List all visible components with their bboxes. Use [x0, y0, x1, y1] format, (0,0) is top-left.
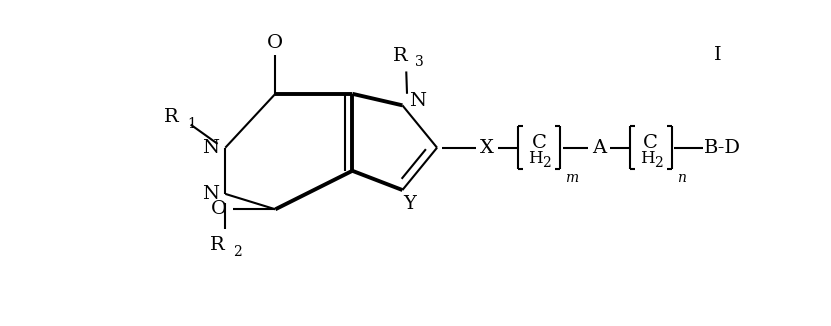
- Text: B-D: B-D: [704, 139, 740, 157]
- Text: C: C: [532, 134, 547, 152]
- Text: C: C: [643, 134, 658, 152]
- Text: N: N: [202, 139, 219, 157]
- Text: n: n: [676, 171, 686, 185]
- Text: 2: 2: [233, 244, 242, 259]
- Text: O: O: [211, 200, 227, 218]
- Text: A: A: [592, 139, 606, 157]
- Text: 2: 2: [543, 156, 551, 170]
- Text: N: N: [409, 93, 425, 111]
- Text: Y: Y: [404, 195, 416, 213]
- Text: N: N: [202, 185, 219, 203]
- Text: R: R: [210, 236, 225, 255]
- Text: 3: 3: [416, 55, 425, 69]
- Text: O: O: [268, 34, 283, 52]
- Text: 1: 1: [188, 117, 196, 131]
- Text: R: R: [165, 108, 179, 126]
- Text: H: H: [640, 150, 654, 167]
- Text: H: H: [528, 150, 543, 167]
- Text: m: m: [565, 171, 578, 185]
- Text: R: R: [393, 47, 407, 65]
- Text: I: I: [715, 46, 722, 64]
- Text: 2: 2: [654, 156, 663, 170]
- Text: X: X: [480, 139, 494, 157]
